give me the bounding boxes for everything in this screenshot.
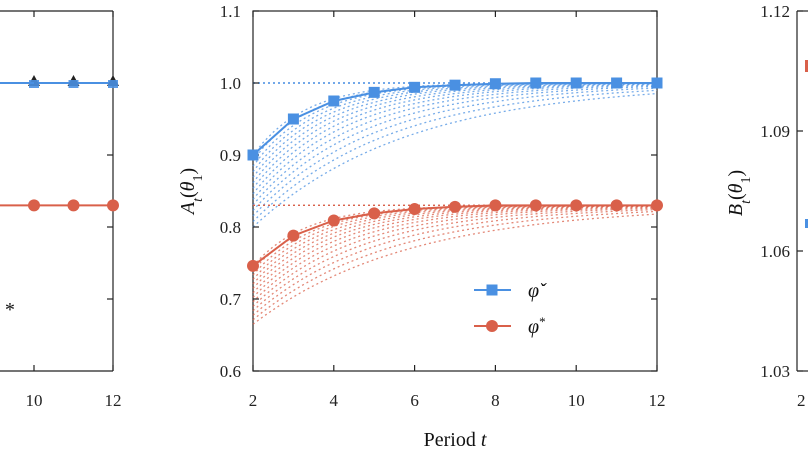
data-point-circle [408,203,421,215]
dotted-path-blue-6 [252,83,657,189]
center-xtick-labels: 2 4 6 8 10 12 [249,391,666,410]
left-xtick-label: 12 [105,391,122,410]
ytick-label: 1.1 [220,2,241,21]
center-plot-frame [252,10,658,372]
right-xtick-label-2: 2 [797,391,806,410]
data-point-square [287,113,299,125]
xtick-label: 6 [410,391,419,410]
data-point-square [611,77,623,89]
dotted-path-red-4 [252,204,658,285]
data-point-circle [570,199,583,212]
xtick-label: 2 [249,391,258,410]
data-point-square [409,81,421,93]
right-ytick-labels: 1.03 1.06 1.09 1.12 [760,2,790,381]
data-point-square [570,77,582,89]
right-ytick-label: 1.09 [760,122,790,141]
data-point-square [449,79,461,91]
left-ticks [33,11,114,371]
y-axis-title: At(θ1) [177,168,206,216]
dotted-path-red-5 [252,205,658,289]
center-ytick-labels: 0.6 0.7 0.8 0.9 1.0 1.1 [220,2,242,381]
dotted-path-blue-4 [252,82,657,178]
right-ytick-label: 1.12 [760,2,790,21]
data-point-square [247,149,259,161]
data-point-circle [449,200,461,213]
right-blue-mark [805,219,808,228]
data-point-circle [610,199,623,212]
dotted-path-blue-13 [252,92,658,228]
right-ticks [797,10,803,372]
ytick-label: 0.6 [220,362,241,381]
data-point-circle [651,199,663,212]
left-series [0,75,119,212]
ytick-label: 0.9 [220,146,241,165]
data-point-circle [287,229,300,242]
dotted-path-blue-8 [252,83,658,200]
center-panel: 2 4 6 8 10 12 0.6 0.7 0.8 0.9 1.0 1.1 φ̌ φ* Period… [177,2,666,451]
center-ticks [252,10,658,372]
ytick-label: 0.7 [220,290,242,309]
left-xtick-label: 10 [26,391,43,410]
legend-marker-circle [486,320,498,332]
legend-label-phi-check: φ̌ [528,280,547,302]
dotted-path-red-11 [252,208,658,316]
data-point-circle [529,199,542,212]
right-ytick-label: 1.06 [760,242,790,261]
data-point-circle [489,199,502,212]
dotted-path-red-6 [252,205,658,294]
left-data-point-circle [107,199,119,212]
center-series [247,77,663,272]
dotted-path-blue-2 [252,82,657,167]
dotted-path-blue-5 [252,82,658,184]
right-ytick-label: 1.03 [760,362,790,381]
legend-entry-phi-check: φ̌ [474,280,547,302]
ytick-label: 0.8 [220,218,241,237]
xtick-label: 12 [649,391,666,410]
xtick-label: 4 [330,391,339,410]
xtick-label: 10 [568,391,585,410]
legend-label-phi-star: φ* [528,314,546,339]
x-axis-title: Period t [424,429,487,451]
dotted-path-red-2 [252,204,657,276]
left-panel: 10 12 * [0,10,122,410]
right-red-mark [805,60,808,72]
data-point-circle [368,207,381,220]
data-point-square [530,77,542,89]
dotted-path-blue-12 [252,89,658,222]
series-line-phi-check [252,82,657,156]
dotted-path-blue-11 [252,87,658,217]
data-point-square [651,77,663,89]
left-data-point-square [68,80,79,88]
legend: φ̌ φ* [474,280,547,338]
data-point-square [368,86,380,98]
legend-marker-square [486,284,498,296]
left-data-point-square [108,80,118,88]
right-y-axis-title: Bt(θ1) [725,170,754,216]
dotted-path-red-7 [252,205,658,298]
dotted-path-blue-10 [252,85,658,211]
data-point-circle [247,259,259,272]
xtick-label: 8 [491,391,500,410]
dotted-path-red-10 [252,207,658,312]
left-legend-fragment: * [4,299,14,321]
legend-entry-phi-star: φ* [474,314,546,339]
data-point-square [489,78,501,90]
ytick-label: 1.0 [220,74,241,93]
left-xtick-labels: 10 12 [26,391,122,410]
dotted-path-blue-9 [252,84,658,206]
left-data-point-circle [67,199,80,212]
dotted-path-red-12 [252,210,658,321]
left-data-point-circle [28,199,40,212]
dotted-path-blue-3 [252,82,657,173]
dotted-path-red-8 [252,206,658,303]
dotted-path-blue-0 [252,82,657,156]
dotted-path-red-13 [252,213,658,325]
right-panel: 1.03 1.06 1.09 1.12 2 Bt(θ1) [725,2,808,410]
dotted-path-red-9 [252,206,658,307]
data-point-square [328,95,340,107]
data-point-circle [327,214,340,227]
dotted-path-blue-7 [252,83,658,195]
